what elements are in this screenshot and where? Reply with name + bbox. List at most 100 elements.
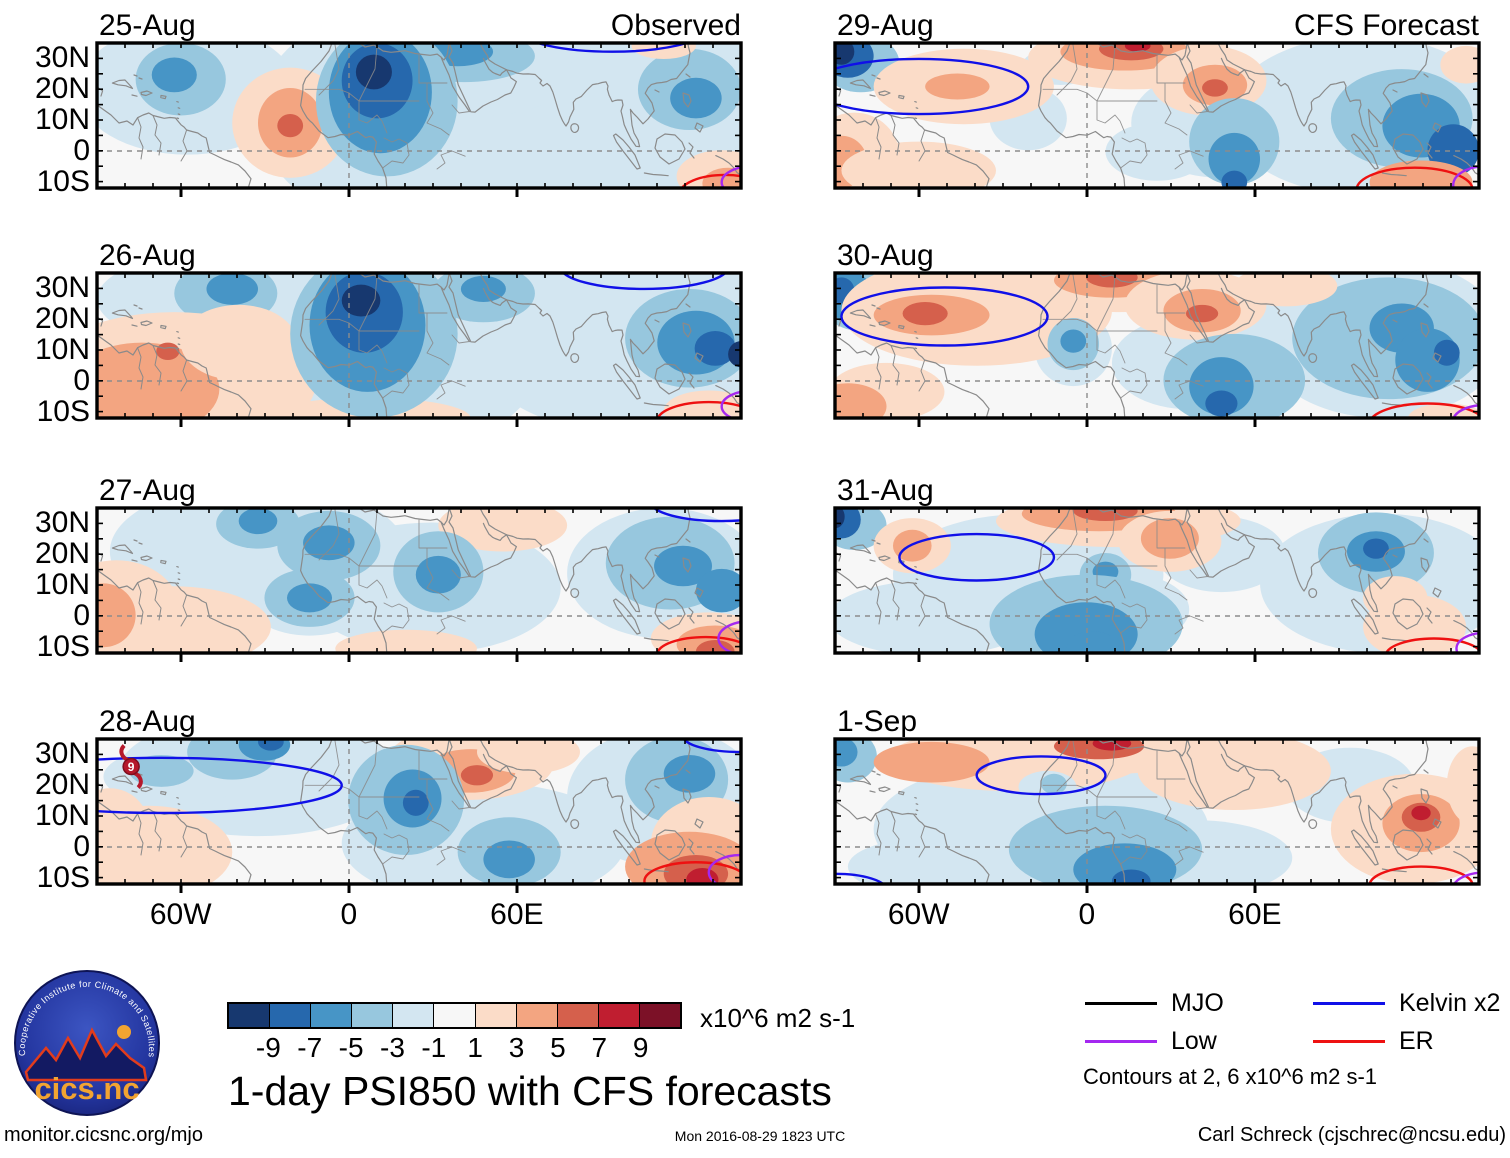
lat-tick-label: 30N (34, 271, 90, 305)
colorbar-tick-label: 5 (550, 1032, 566, 1063)
er-contour (656, 635, 741, 653)
lat-tick-label: 20N (34, 768, 90, 802)
colorbar-tick-label: 7 (591, 1032, 608, 1063)
low-contour (1452, 404, 1479, 418)
map-panel-31-Aug: 31-Aug (833, 474, 1481, 662)
map-panel-27-Aug: 27-Aug (95, 474, 743, 662)
colorbar-segment (434, 1004, 476, 1027)
legend-item-low: Low (1085, 1026, 1217, 1056)
colorbar-tick-label: -3 (380, 1032, 405, 1063)
colorbar-segment (352, 1004, 394, 1027)
lat-tick-label: 10N (34, 568, 90, 602)
lat-tick-label: 10N (34, 103, 90, 137)
map-canvas (833, 41, 1481, 197)
low-contour (717, 620, 741, 653)
colorbar-segment (516, 1004, 558, 1027)
colorbar (227, 1002, 682, 1029)
footer-author: Carl Schreck (cjschrec@ncsu.edu) (1197, 1124, 1506, 1146)
legend-label: MJO (1171, 988, 1224, 1017)
figure-title: 1-day PSI850 with CFS forecasts (228, 1068, 832, 1114)
low-contour (1455, 631, 1479, 653)
legend-line-swatch (1085, 1039, 1157, 1043)
low-contour (720, 390, 741, 418)
er-contour (1370, 402, 1479, 418)
kelvin-contour (97, 756, 343, 815)
map-panel-28-Aug: 28-Aug 9 (95, 705, 743, 893)
legend-item-er: ER (1313, 1026, 1434, 1056)
legend-label: Kelvin x2 (1399, 988, 1501, 1017)
lat-tick-label: 30N (34, 506, 90, 540)
panel-date: 1-Sep (837, 705, 918, 738)
low-contour (1452, 165, 1479, 188)
map-canvas (833, 271, 1481, 427)
legend-label: ER (1399, 1026, 1434, 1055)
legend-item-kelvin-x2: Kelvin x2 (1313, 988, 1500, 1018)
colorbar-unit: x10^6 m2 s-1 (700, 1003, 856, 1033)
panel-date: 31-Aug (837, 474, 934, 507)
colorbar-segment (557, 1004, 599, 1027)
kelvin-contour (840, 286, 1049, 347)
map-panel-29-Aug: 29-Aug CFS Forecast (833, 9, 1481, 197)
colorbar-segment (598, 1004, 640, 1027)
low-contour (720, 165, 741, 188)
lon-tick-label: 60E (1228, 898, 1282, 931)
map-canvas (95, 271, 743, 427)
map-canvas (833, 506, 1481, 662)
kelvin-contour (534, 43, 690, 53)
legend-line-swatch (1085, 1001, 1157, 1005)
lat-tick-label: 10S (36, 629, 90, 663)
colorbar-segment (639, 1004, 681, 1027)
panel-date: 30-Aug (837, 239, 934, 272)
legend-label: Low (1171, 1026, 1217, 1055)
panel-date: 29-Aug (837, 9, 934, 42)
kelvin-contour (652, 508, 741, 523)
er-contour (643, 861, 741, 884)
map-canvas (95, 41, 743, 197)
colorbar-tick-label: 3 (508, 1032, 525, 1063)
lon-tick-label: 60W (887, 898, 950, 931)
map-panel-30-Aug: 30-Aug (833, 239, 1481, 427)
colorbar-segment (393, 1004, 435, 1027)
map-panel-1-Sep: 1-Sep (833, 705, 1481, 893)
lat-tick-label: 30N (34, 737, 90, 771)
logo-wordmark: cics.nc (34, 1071, 139, 1106)
svg-text:9: 9 (128, 760, 135, 774)
legend-line-swatch (1313, 1039, 1385, 1043)
panel-date: 25-Aug (99, 9, 196, 42)
lat-tick-label: 10S (36, 394, 90, 428)
legend-note: Contours at 2, 6 x10^6 m2 s-1 (1083, 1064, 1378, 1089)
panel-date: 28-Aug (99, 705, 196, 738)
panel-date: 27-Aug (99, 474, 196, 507)
lat-tick-label: 20N (34, 72, 90, 106)
column-header: CFS Forecast (1293, 9, 1479, 42)
er-contour (1355, 166, 1474, 188)
kelvin-contour (835, 57, 1030, 116)
lat-tick-label: 10N (34, 799, 90, 833)
lon-tick-label: 60E (490, 898, 544, 931)
colorbar-segment (229, 1004, 271, 1027)
cicsnc-logo: Cooperative Institute for Climate and Sa… (14, 970, 160, 1116)
map-canvas: 9 (95, 737, 743, 893)
lat-tick-label: 0 (73, 599, 90, 633)
legend-item-mjo: MJO (1085, 988, 1224, 1018)
map-panel-26-Aug: 26-Aug (95, 239, 743, 427)
er-contour (656, 400, 741, 418)
panel-date: 26-Aug (99, 239, 196, 272)
map-canvas (95, 506, 743, 662)
lat-tick-label: 20N (34, 537, 90, 571)
colorbar-segment (270, 1004, 312, 1027)
kelvin-contour (898, 532, 1056, 582)
lat-tick-label: 10S (36, 164, 90, 198)
column-header: Observed (610, 9, 741, 42)
map-panel-25-Aug: 25-Aug Observed (95, 9, 743, 197)
lat-tick-label: 0 (73, 364, 90, 398)
kelvin-contour (975, 755, 1107, 796)
logo-sun-icon (117, 1025, 131, 1039)
colorbar-tick-label: -9 (255, 1032, 281, 1063)
colorbar-tick-label: -1 (421, 1032, 447, 1063)
er-contour (1385, 637, 1479, 653)
colorbar-tick-label: -5 (338, 1032, 364, 1063)
colorbar-tick-label: 9 (632, 1032, 649, 1063)
colorbar-tick-label: -7 (297, 1032, 323, 1063)
lat-tick-label: 30N (34, 41, 90, 75)
